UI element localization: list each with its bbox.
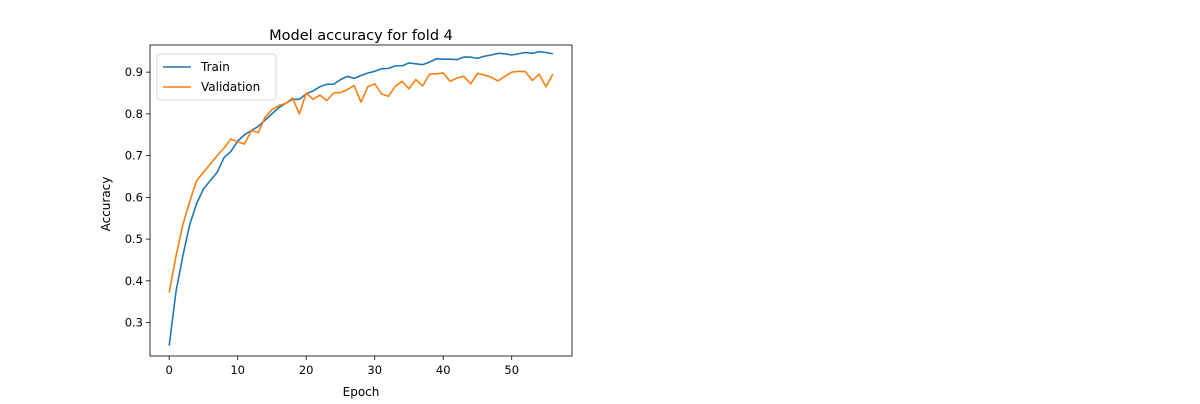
y-axis-label: Accuracy	[99, 177, 113, 232]
y-tick-label: 0.9	[125, 65, 143, 79]
legend: Train Validation	[156, 53, 277, 101]
x-tick-label: 10	[230, 363, 245, 377]
plot-frame	[149, 44, 573, 357]
x-tick-label: 30	[367, 363, 382, 377]
y-tick-label: 0.8	[125, 107, 143, 121]
x-tick-label: 50	[504, 363, 519, 377]
chart-title: Model accuracy for fold 4	[269, 28, 453, 44]
x-axis-label: Epoch	[343, 385, 380, 399]
legend-box	[156, 53, 277, 101]
y-tick-label: 0.5	[125, 232, 143, 246]
x-tick-label: 20	[299, 363, 314, 377]
series-line-validation	[168, 70, 554, 293]
legend-label-train: Train	[200, 60, 230, 74]
x-tick-label: 0	[166, 363, 173, 377]
y-tick-label: 0.6	[125, 190, 143, 204]
legend-label-validation: Validation	[201, 80, 260, 94]
y-tick-label: 0.7	[125, 149, 143, 163]
y-tick-label: 0.3	[125, 316, 143, 330]
y-tick-label: 0.4	[125, 274, 143, 288]
series-line-train	[168, 50, 553, 346]
x-tick-label: 40	[436, 363, 451, 377]
